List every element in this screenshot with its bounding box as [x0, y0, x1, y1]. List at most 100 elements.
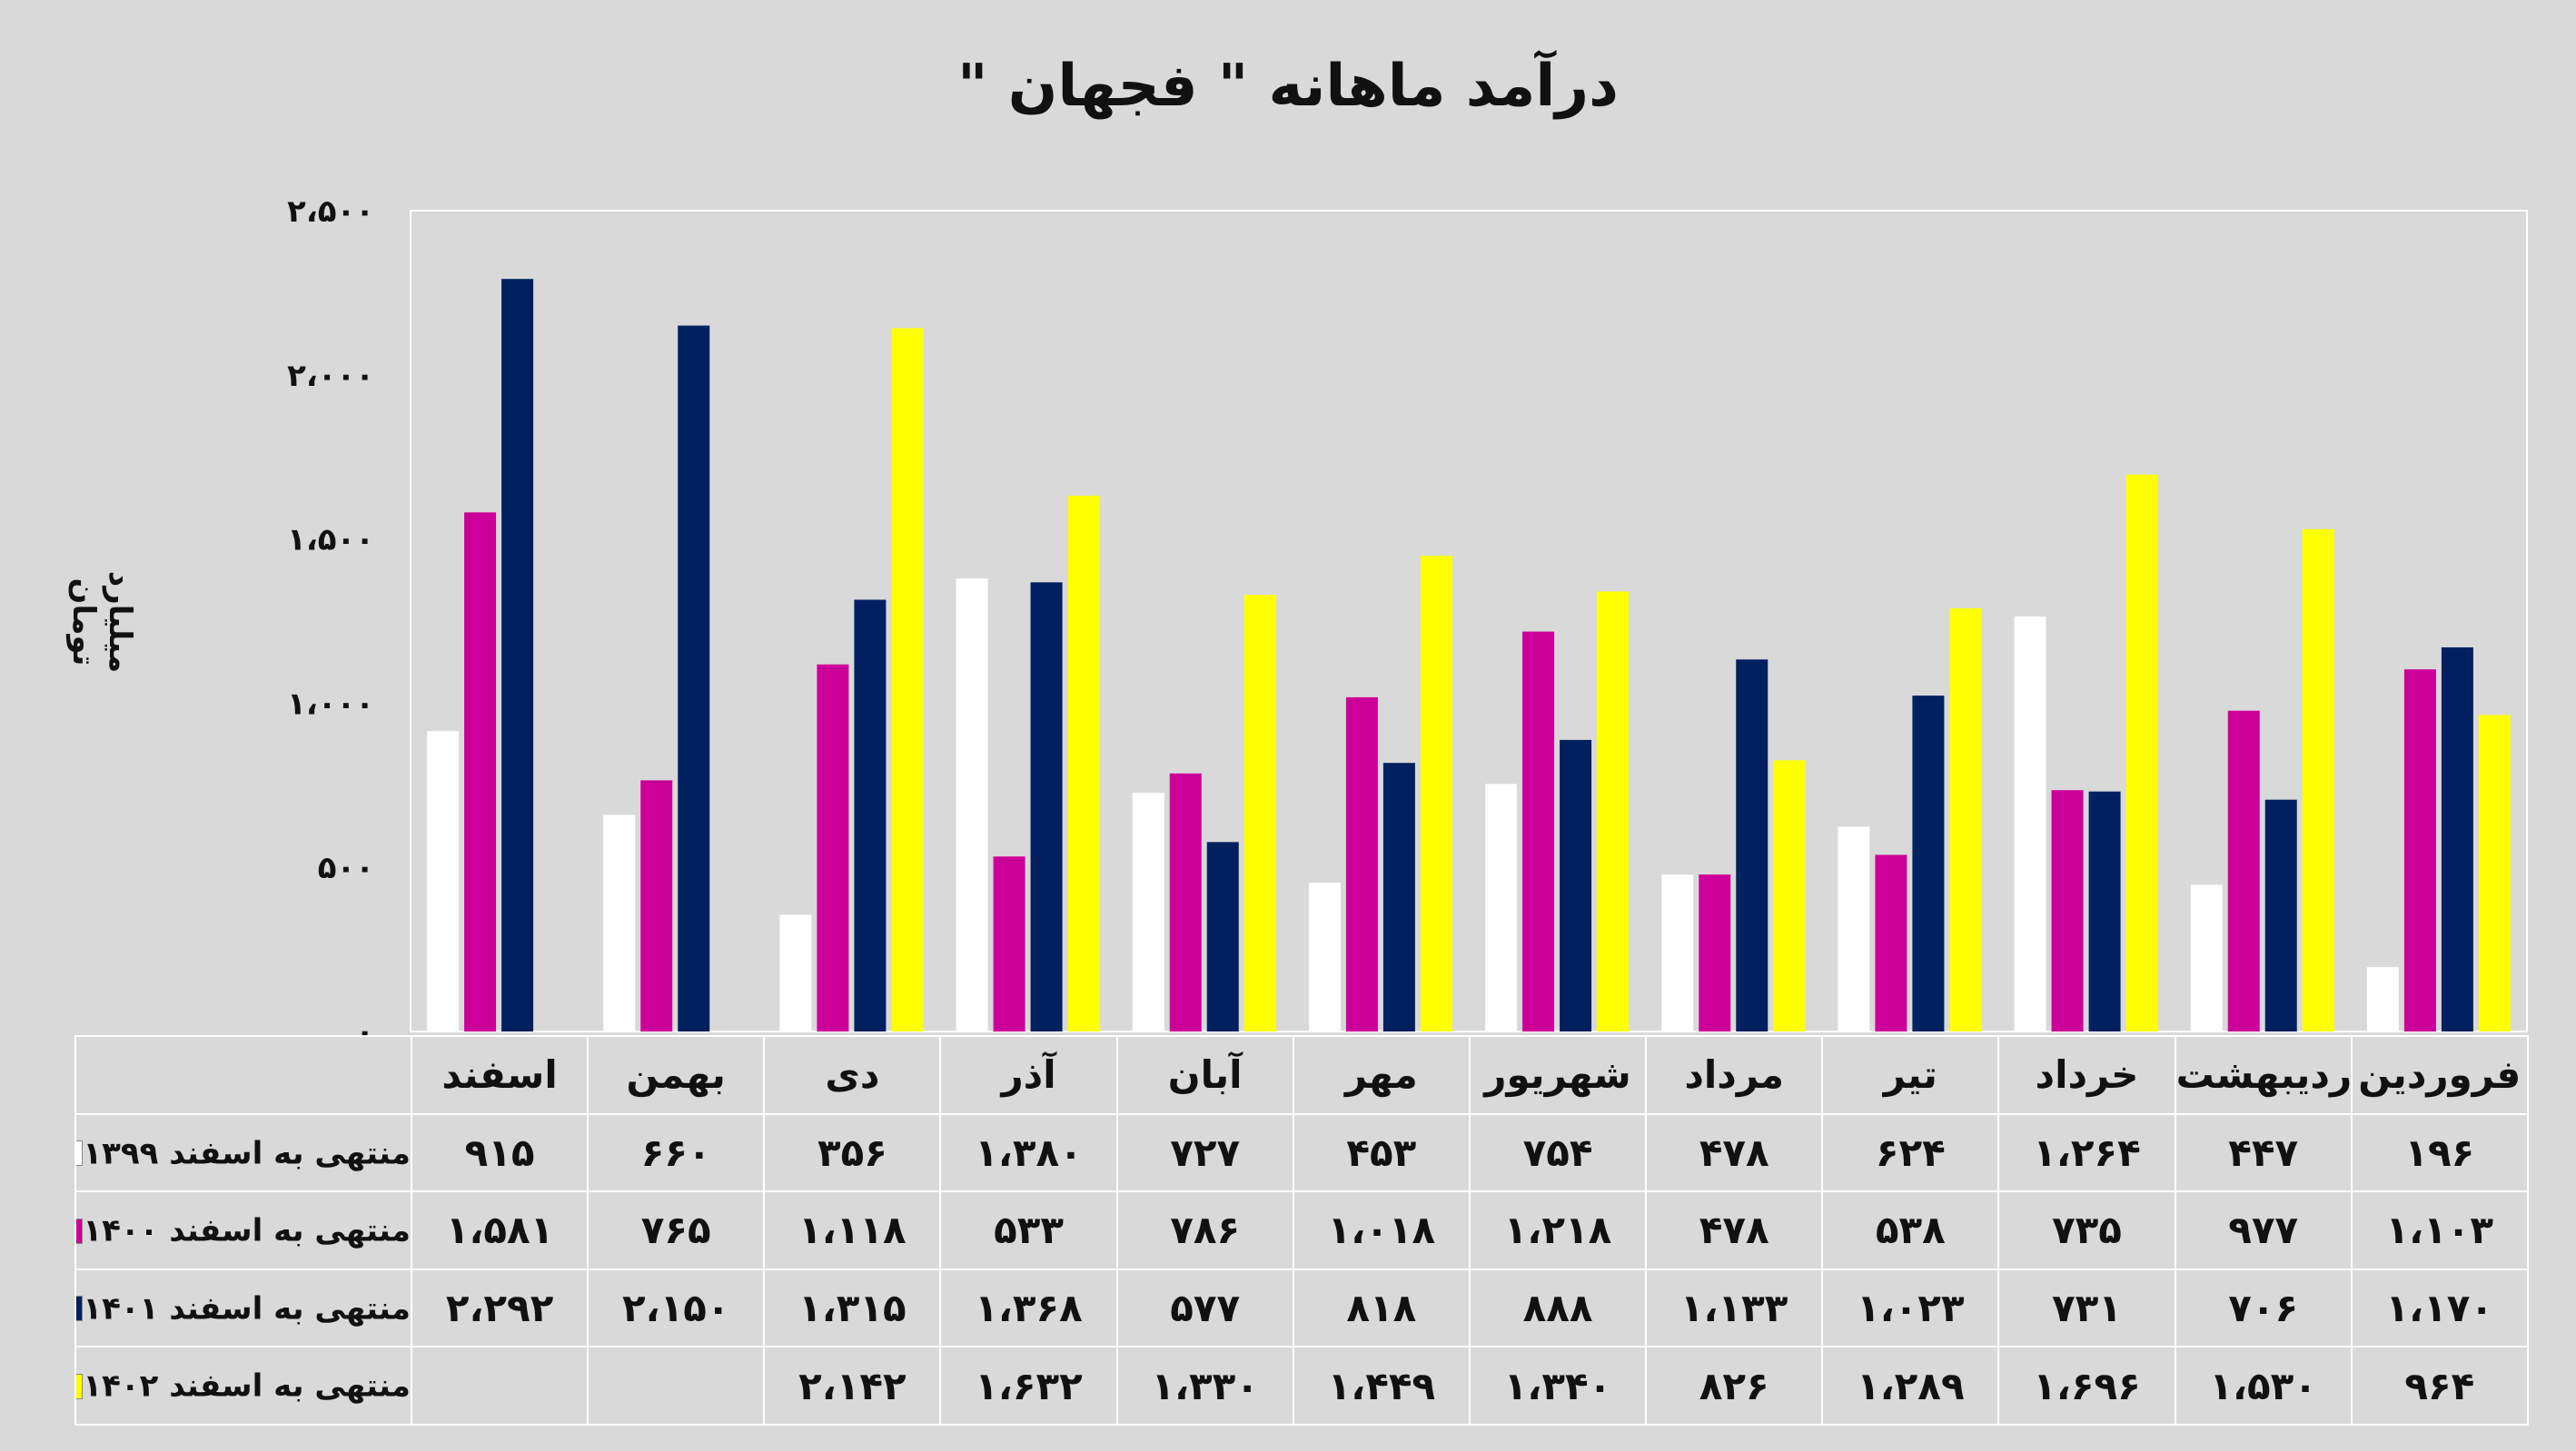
bar — [1661, 874, 1694, 1031]
series-legend-label: منتهی به اسفند ۱۴۰۰ — [74, 1190, 412, 1270]
y-tick-label: ۱،۵۰۰ — [287, 522, 374, 558]
data-value: ۷۸۶ — [1115, 1190, 1294, 1270]
data-value: ۱،۱۳۳ — [1645, 1268, 1824, 1348]
data-value: ۷۳۱ — [1997, 1268, 2176, 1348]
category-label: فروردین — [2350, 1035, 2529, 1115]
y-tick-label: ۲،۵۰۰ — [287, 193, 374, 230]
bar — [603, 814, 636, 1031]
data-value: ۹۱۵ — [410, 1112, 590, 1193]
data-value: ۱،۱۷۰ — [2350, 1268, 2529, 1348]
bar — [2227, 710, 2260, 1031]
table-corner — [74, 1035, 412, 1115]
data-value: ۱،۳۳۰ — [1115, 1346, 1294, 1426]
bar — [993, 856, 1025, 1031]
data-value — [587, 1346, 766, 1426]
bar — [891, 328, 924, 1032]
y-tick-label: ۱،۰۰۰ — [287, 686, 374, 722]
bar — [1699, 874, 1731, 1031]
legend-swatch — [77, 1218, 84, 1244]
data-value: ۵۳۸ — [1821, 1190, 2000, 1270]
data-value: ۴۷۸ — [1645, 1112, 1824, 1193]
bar — [1420, 556, 1452, 1031]
bar — [1560, 739, 1592, 1031]
data-value: ۴۴۷ — [2174, 1112, 2353, 1193]
bar — [817, 664, 849, 1031]
bar — [1169, 773, 1202, 1031]
y-tick-label: ۰ — [355, 1014, 374, 1035]
bar-chart: ۰ ۵۰۰ ۱،۰۰۰ ۱،۵۰۰ ۲،۰۰۰ ۲،۵۰۰ — [287, 193, 2528, 1035]
category-label: شهریور — [1468, 1035, 1648, 1115]
data-value: ۱۹۶ — [2350, 1112, 2529, 1193]
bar — [501, 279, 534, 1032]
series-name: منتهی به اسفند ۱۴۰۲ — [83, 1367, 411, 1405]
bar — [2088, 791, 2121, 1031]
series-legend-label: منتهی به اسفند ۱۴۰۱ — [74, 1268, 412, 1348]
data-value: ۸۲۶ — [1645, 1346, 1824, 1426]
data-value: ۳۵۶ — [763, 1112, 942, 1193]
data-value: ۵۷۷ — [1115, 1268, 1294, 1348]
table-row: منتهی به اسفند ۱۳۹۹ ۹۱۵ ۶۶۰ ۳۵۶ ۱،۳۸۰ ۷۲۷ ۴۵۳ ۷… — [74, 1112, 2529, 1193]
data-value: ۱،۱۱۸ — [763, 1190, 942, 1270]
legend-swatch — [77, 1296, 84, 1322]
category-label: اسفند — [410, 1035, 590, 1115]
data-value: ۱،۲۱۸ — [1468, 1190, 1648, 1270]
table-row: منتهی به اسفند ۱۴۰۰ ۱،۵۸۱ ۷۶۵ ۱،۱۱۸ ۵۳۳ ۷۸۶ ۱،… — [74, 1190, 2529, 1270]
data-value: ۱،۳۱۵ — [763, 1268, 942, 1348]
bar — [2403, 669, 2436, 1031]
bar — [854, 599, 887, 1031]
data-value: ۴۵۳ — [1292, 1112, 1471, 1193]
bar — [1132, 793, 1164, 1031]
bar — [2478, 715, 2511, 1031]
bar — [1206, 842, 1239, 1031]
y-tick-label: ۲،۰۰۰ — [287, 358, 374, 394]
data-value: ۱،۵۸۱ — [410, 1190, 590, 1270]
data-value: ۱،۳۴۰ — [1468, 1346, 1648, 1426]
table-row: منتهی به اسفند ۱۴۰۱ ۲،۲۹۲ ۲،۱۵۰ ۱،۳۱۵ ۱،۳۶۸ ۵… — [74, 1268, 2529, 1348]
data-value: ۱،۰۲۳ — [1821, 1268, 2000, 1348]
category-label: مرداد — [1645, 1035, 1824, 1115]
series-legend-label: منتهی به اسفند ۱۳۹۹ — [74, 1112, 412, 1193]
bar — [1030, 582, 1063, 1031]
bar — [1875, 854, 1907, 1031]
bar — [2441, 647, 2473, 1031]
data-value: ۱،۰۱۸ — [1292, 1190, 1471, 1270]
category-label: آبان — [1115, 1035, 1294, 1115]
bar — [1522, 631, 1555, 1031]
data-value: ۷۶۵ — [587, 1190, 766, 1270]
bar — [464, 512, 497, 1031]
data-value: ۵۳۳ — [939, 1190, 1118, 1270]
data-value: ۹۷۷ — [2174, 1190, 2353, 1270]
bar — [2264, 799, 2297, 1031]
data-value: ۱،۳۶۸ — [939, 1268, 1118, 1348]
bar — [1067, 495, 1100, 1031]
bar — [1243, 595, 1276, 1031]
bar — [2366, 967, 2399, 1031]
category-label: بهمن — [587, 1035, 766, 1115]
plot-area — [410, 210, 2528, 1032]
bar — [1949, 607, 1982, 1031]
y-tick-label: ۵۰۰ — [318, 850, 374, 886]
data-value: ۲،۱۴۲ — [763, 1346, 942, 1426]
series-name: منتهی به اسفند ۱۴۰۱ — [83, 1290, 411, 1328]
bar — [1838, 826, 1870, 1031]
bars-group — [427, 279, 2511, 1032]
bar — [1308, 883, 1341, 1031]
series-name: منتهی به اسفند ۱۳۹۹ — [83, 1135, 411, 1172]
data-value: ۱،۲۸۹ — [1821, 1346, 2000, 1426]
data-value: ۱،۲۶۴ — [1997, 1112, 2176, 1193]
bar — [2051, 790, 2084, 1031]
bar — [2302, 528, 2334, 1031]
bar — [1597, 591, 1630, 1031]
bar — [1382, 763, 1415, 1031]
data-value: ۷۲۷ — [1115, 1112, 1294, 1193]
category-label: اردیبهشت — [2174, 1035, 2353, 1115]
data-value: ۶۶۰ — [587, 1112, 766, 1193]
bar — [678, 325, 710, 1031]
data-value: ۱،۵۳۰ — [2174, 1346, 2353, 1426]
bar — [2014, 616, 2046, 1031]
data-value: ۲،۲۹۲ — [410, 1268, 590, 1348]
table-row: منتهی به اسفند ۱۴۰۲ ۲،۱۴۲ ۱،۶۳۲ ۱،۳۳۰ ۱،۴۴۹ ۱… — [74, 1346, 2529, 1426]
bar — [956, 577, 988, 1031]
category-label: آذر — [939, 1035, 1118, 1115]
data-value: ۹۶۴ — [2350, 1346, 2529, 1426]
